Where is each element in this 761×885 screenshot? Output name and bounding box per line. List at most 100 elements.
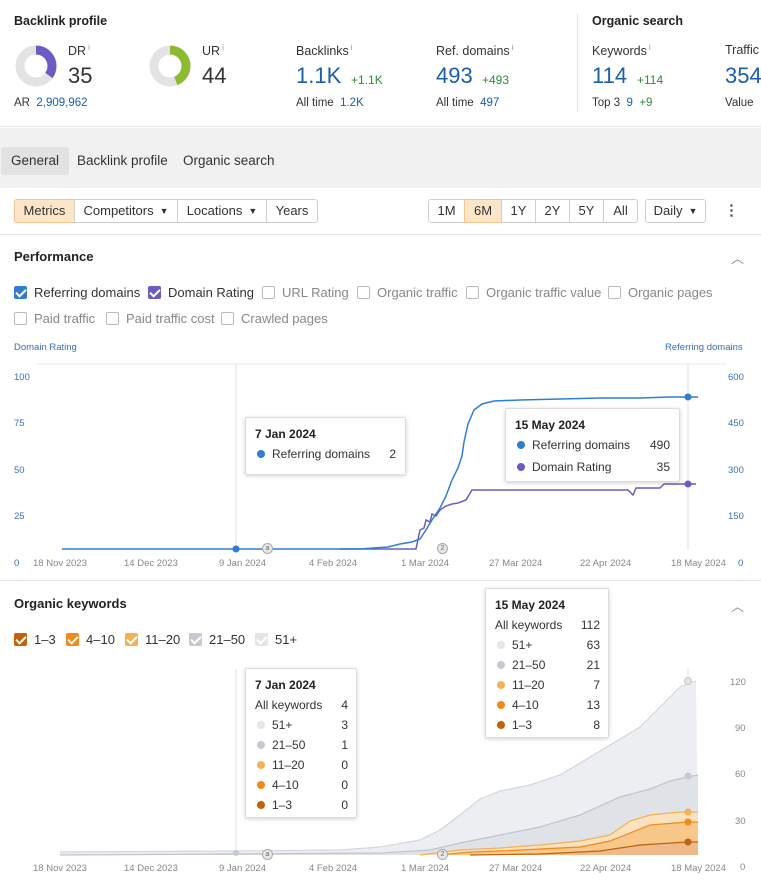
right-tick: 600 bbox=[728, 372, 744, 383]
checkbox-organic-pages[interactable]: Organic pages bbox=[608, 285, 713, 300]
ref-domains-label[interactable]: Ref. domains i bbox=[436, 43, 514, 59]
dr-ring-icon bbox=[15, 45, 57, 87]
right-tick: 300 bbox=[728, 465, 744, 476]
left-axis-title: Domain Rating bbox=[14, 342, 77, 353]
performance-chart[interactable] bbox=[0, 360, 761, 560]
x-tick: 4 Feb 2024 bbox=[309, 558, 358, 569]
legend-4-10[interactable]: 4–10 bbox=[66, 632, 115, 647]
legend-1-3[interactable]: 1–3 bbox=[14, 632, 56, 647]
checkbox-organic-traffic-value[interactable]: Organic traffic value bbox=[466, 285, 601, 300]
backlink-profile-title: Backlink profile bbox=[14, 14, 108, 28]
metrics-strip bbox=[0, 0, 761, 127]
range-1m-button[interactable]: 1M bbox=[428, 199, 465, 223]
checkbox-paid-traffic-cost[interactable]: Paid traffic cost bbox=[106, 311, 215, 326]
x-tick: 4 Feb 2024 bbox=[309, 863, 358, 874]
performance-title: Performance bbox=[14, 249, 94, 264]
x-tick: 14 Dec 2023 bbox=[124, 863, 178, 874]
x-tick: 22 Apr 2024 bbox=[580, 558, 632, 569]
tooltip-jan-keywords: 7 Jan 2024 All keywords 4 51+ 3 21–50 1 … bbox=[245, 668, 357, 818]
left-tick: 50 bbox=[14, 465, 25, 476]
checkbox-url-rating[interactable]: URL Rating bbox=[262, 285, 349, 300]
x-tick: 27 Mar 2024 bbox=[489, 863, 543, 874]
interval-dropdown[interactable]: Daily ▼ bbox=[645, 199, 706, 223]
checkbox-organic-traffic[interactable]: Organic traffic bbox=[357, 285, 458, 300]
right-tick: 90 bbox=[735, 723, 746, 734]
section-divider bbox=[577, 14, 578, 112]
tabs-bar bbox=[0, 128, 761, 188]
right-tick: 120 bbox=[730, 677, 746, 688]
x-tick: 18 Nov 2023 bbox=[33, 558, 87, 569]
years-button[interactable]: Years bbox=[266, 199, 318, 223]
competitors-dropdown[interactable]: Competitors ▼ bbox=[74, 199, 178, 223]
annotation-marker[interactable]: 2 bbox=[437, 849, 448, 860]
right-tick: 0 bbox=[738, 558, 744, 569]
left-tick: 100 bbox=[14, 372, 30, 383]
ref-domains-alltime: All time 497 bbox=[436, 97, 500, 109]
traffic-value[interactable]: 354 bbox=[725, 63, 761, 88]
tooltip-may: 15 May 2024 Referring domains 490 Domain… bbox=[505, 408, 680, 482]
right-tick: 0 bbox=[740, 862, 746, 873]
ref-domains-delta: +493 bbox=[482, 73, 510, 87]
x-tick: 18 May 2024 bbox=[671, 558, 726, 569]
backlinks-delta: +1.1K bbox=[351, 73, 383, 87]
divider bbox=[0, 580, 761, 581]
left-tick: 75 bbox=[14, 418, 25, 429]
dr-label[interactable]: DR i bbox=[68, 43, 90, 59]
x-tick: 9 Jan 2024 bbox=[219, 558, 267, 569]
more-options-icon[interactable]: ⋮ bbox=[724, 202, 739, 219]
right-axis-title: Referring domains bbox=[665, 342, 743, 353]
right-tick: 60 bbox=[735, 769, 746, 780]
checkbox-paid-traffic[interactable]: Paid traffic bbox=[14, 311, 95, 326]
right-tick: 450 bbox=[728, 418, 744, 429]
range-6m-button[interactable]: 6M bbox=[464, 199, 502, 223]
traffic-label[interactable]: Traffic bbox=[725, 43, 760, 57]
x-tick: 14 Dec 2023 bbox=[124, 558, 178, 569]
x-tick: 18 Nov 2023 bbox=[33, 863, 87, 874]
chevron-down-icon: ▼ bbox=[688, 206, 698, 216]
legend-21-50[interactable]: 21–50 bbox=[189, 632, 245, 647]
x-tick: 22 Apr 2024 bbox=[580, 863, 632, 874]
annotation-marker[interactable]: 2 bbox=[437, 543, 448, 554]
x-tick: 18 May 2024 bbox=[671, 863, 726, 874]
checkbox-crawled-pages[interactable]: Crawled pages bbox=[221, 311, 328, 326]
keywords-label[interactable]: Keywords i bbox=[592, 43, 651, 59]
checkbox-domain-rating[interactable]: Domain Rating bbox=[148, 285, 254, 300]
collapse-chevron-icon[interactable]: ︿ bbox=[731, 599, 745, 614]
x-tick: 1 Mar 2024 bbox=[401, 863, 450, 874]
keywords-top3: Top 3 9 +9 bbox=[592, 97, 653, 109]
annotation-marker[interactable]: a bbox=[262, 849, 273, 860]
organic-search-title: Organic search bbox=[592, 14, 684, 28]
range-2y-button[interactable]: 2Y bbox=[535, 199, 570, 223]
chevron-down-icon: ▼ bbox=[248, 206, 258, 216]
ref-domains-value[interactable]: 493 bbox=[436, 63, 473, 88]
keywords-value[interactable]: 114 bbox=[592, 63, 628, 88]
checkbox-referring-domains[interactable]: Referring domains bbox=[14, 285, 140, 300]
tab-general[interactable]: General bbox=[1, 147, 70, 175]
left-tick: 0 bbox=[14, 558, 20, 569]
keywords-delta: +114 bbox=[637, 73, 664, 87]
chevron-down-icon: ▼ bbox=[159, 206, 169, 216]
locations-dropdown[interactable]: Locations ▼ bbox=[177, 199, 267, 223]
divider bbox=[0, 234, 761, 235]
collapse-chevron-icon[interactable]: ︿ bbox=[731, 251, 745, 266]
organic-keywords-title: Organic keywords bbox=[14, 596, 127, 611]
backlinks-value[interactable]: 1.1K bbox=[296, 63, 342, 88]
ar-value: 2,909,962 bbox=[36, 97, 88, 109]
range-1y-button[interactable]: 1Y bbox=[501, 199, 536, 223]
backlinks-label[interactable]: Backlinks i bbox=[296, 43, 353, 59]
x-tick: 9 Jan 2024 bbox=[219, 863, 267, 874]
range-all-button[interactable]: All bbox=[603, 199, 638, 223]
legend-51-plus[interactable]: 51+ bbox=[255, 632, 297, 647]
traffic-value-label: Value bbox=[725, 97, 754, 109]
tab-organic-search[interactable]: Organic search bbox=[183, 153, 275, 168]
x-tick: 1 Mar 2024 bbox=[401, 558, 450, 569]
organic-keywords-chart[interactable] bbox=[0, 665, 761, 865]
backlinks-alltime: All time 1.2K bbox=[296, 97, 364, 109]
ur-label[interactable]: UR i bbox=[202, 43, 224, 59]
annotation-marker[interactable]: a bbox=[262, 543, 273, 554]
metrics-button[interactable]: Metrics bbox=[14, 199, 75, 223]
tab-backlink-profile[interactable]: Backlink profile bbox=[77, 153, 168, 168]
legend-11-20[interactable]: 11–20 bbox=[125, 632, 180, 647]
left-tick: 25 bbox=[14, 511, 25, 522]
range-5y-button[interactable]: 5Y bbox=[569, 199, 604, 223]
